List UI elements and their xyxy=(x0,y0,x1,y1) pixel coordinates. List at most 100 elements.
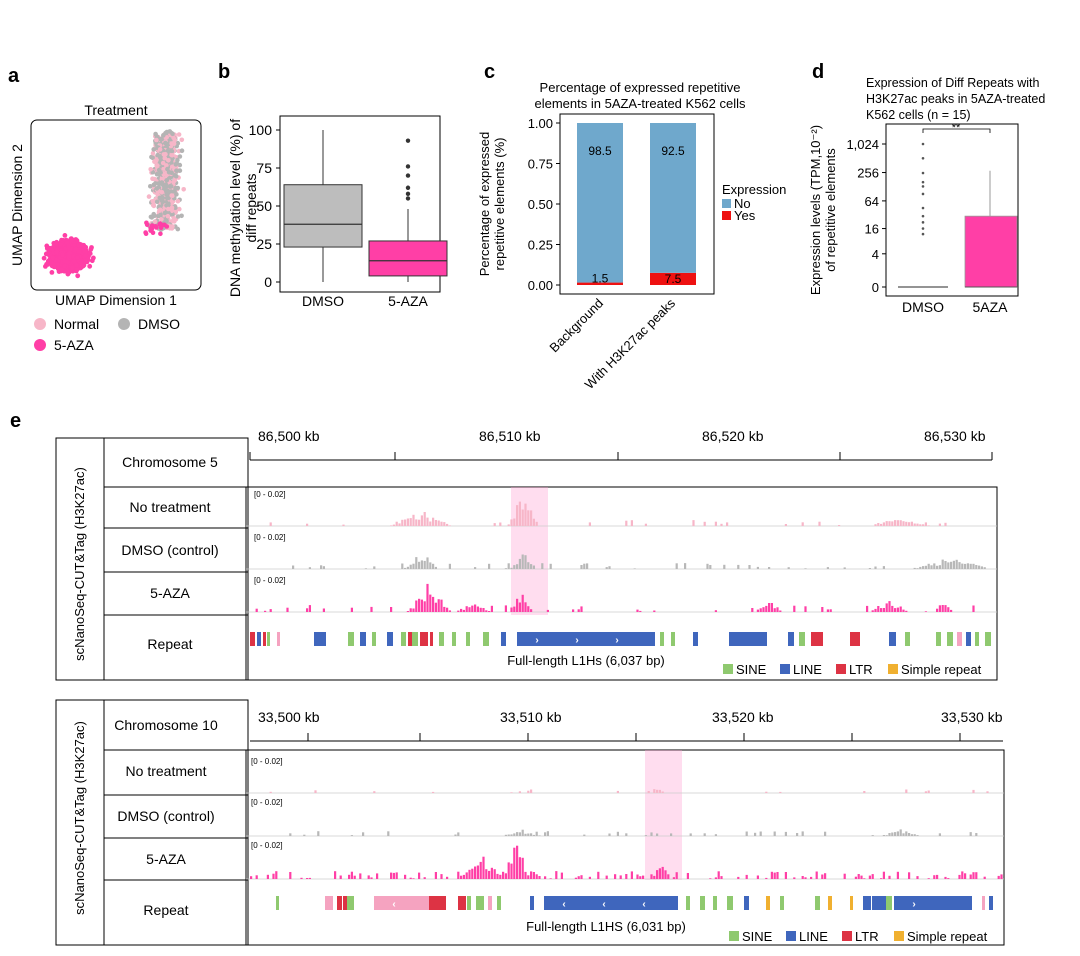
track2-repeat-sine xyxy=(467,896,471,910)
umap-point-normal xyxy=(164,135,169,140)
track2-signal-bar xyxy=(776,872,779,879)
track2-signal-bar xyxy=(899,829,902,836)
umap-point-dmso xyxy=(179,213,184,219)
track2-signal-bar xyxy=(815,871,818,879)
track1-signal-bar xyxy=(905,610,908,612)
panel-d-ytick-label: 4 xyxy=(872,247,879,262)
track2-signal-bar xyxy=(502,871,505,879)
umap-point-normal xyxy=(177,206,182,212)
track1-repeat-sine xyxy=(985,632,991,646)
track1-signal-bar xyxy=(902,609,905,612)
track1-signal-bar xyxy=(373,566,376,569)
track1-signal-bar xyxy=(524,503,527,526)
umap-point-5aza xyxy=(158,225,164,231)
umap-point-5aza xyxy=(69,265,75,271)
track2-signal-bar xyxy=(933,875,936,879)
track1-signal-bar xyxy=(510,567,513,569)
track2-repeat-sine xyxy=(276,896,279,910)
track1-signal-bar xyxy=(448,563,451,569)
track1-signal-bar xyxy=(950,561,953,569)
track2-signal-bar xyxy=(580,875,583,879)
track2-signal-bar xyxy=(969,874,972,879)
track2-repeat-sine xyxy=(497,896,501,910)
track1-legend-line-swatch xyxy=(780,664,790,674)
umap-point-normal xyxy=(159,190,165,195)
track2-signal-bar xyxy=(367,875,370,879)
track1-repeat-sine xyxy=(452,632,456,646)
track2-data-frame xyxy=(245,749,1005,946)
track2-signal-bar xyxy=(969,832,972,836)
track2-signal-bar xyxy=(902,833,905,836)
track2-signal-bar xyxy=(583,834,586,836)
track2-row-no-treatment: No treatment xyxy=(126,763,207,779)
umap-point-dmso xyxy=(168,184,174,189)
track1-signal-bar xyxy=(924,522,927,526)
track2-signal-bar xyxy=(863,878,866,879)
umap-point-5aza xyxy=(66,243,71,249)
track1-repeat-ltr xyxy=(430,632,433,646)
track2-signal-bar xyxy=(510,792,513,793)
track1-signal-bar xyxy=(474,604,477,612)
track1-signal-bar xyxy=(429,594,432,612)
track1-signal-bar xyxy=(577,609,580,612)
track1-signal-bar xyxy=(706,563,709,569)
panel-label-e: e xyxy=(10,410,21,432)
panel-c-legend-title: Expression xyxy=(722,182,786,197)
track2-repeat-strand-arrow: ‹ xyxy=(602,899,605,910)
track1-signal-bar xyxy=(488,563,491,569)
track1-signal-bar xyxy=(510,607,513,612)
track2-signal-bar xyxy=(513,833,516,836)
umap-title: Treatment xyxy=(84,102,147,118)
track2-signal-bar xyxy=(289,833,292,836)
track1-signal-bar xyxy=(905,521,908,526)
track2-signal-bar xyxy=(272,873,275,879)
track2-signal-bar xyxy=(714,834,717,836)
track1-signal-bar xyxy=(684,563,687,569)
track1-signal-bar xyxy=(768,567,771,569)
track1-signal-bar xyxy=(504,568,507,569)
track2-element-label: Full-length L1HS (6,031 bp) xyxy=(526,919,686,934)
track2-row-repeat: Repeat xyxy=(143,902,188,918)
track1-signal-bar xyxy=(437,599,440,612)
track1-signal-bar xyxy=(420,515,423,526)
track1-signal-bar xyxy=(938,523,941,526)
panel-d-ylabel-line2: of repetitive elements xyxy=(823,148,838,272)
track2-repeat-ltr xyxy=(337,896,342,910)
track1-signal-bar xyxy=(980,566,983,569)
track1-signal-bar xyxy=(899,606,902,612)
track2-signal-bar xyxy=(656,789,659,793)
track1-tick-2: 86,510 kb xyxy=(479,428,541,444)
track2-signal-bar xyxy=(703,833,706,836)
track2-signal-bar xyxy=(339,875,342,879)
track1-signal-bar xyxy=(513,606,516,612)
track2-signal-bar xyxy=(608,833,611,836)
track1-signal-bar xyxy=(440,599,443,612)
track1-signal-bar xyxy=(269,609,272,612)
track1-signal-bar xyxy=(888,601,891,612)
track1-signal-bar xyxy=(448,610,451,612)
track1-signal-bar xyxy=(756,566,759,569)
track2-chromosome-label: Chromosome 10 xyxy=(114,717,218,733)
track1-element-label: Full-length L1Hs (6,037 bp) xyxy=(507,653,665,668)
track2-repeat-pink xyxy=(488,896,492,910)
umap-ylabel: UMAP Dimension 2 xyxy=(9,144,25,266)
track1-signal-bar xyxy=(874,524,877,526)
track1-signal-bar xyxy=(580,606,583,612)
track1-signal-bar xyxy=(709,565,712,569)
track2-signal-bar xyxy=(535,874,538,879)
track2-signal-bar xyxy=(518,857,521,879)
track1-signal-bar xyxy=(608,566,611,569)
umap-point-normal xyxy=(164,163,169,168)
track2-signal-bar xyxy=(465,872,468,879)
umap-point-normal xyxy=(179,137,185,143)
track2-signal-bar xyxy=(871,835,874,836)
track1-signal-bar xyxy=(768,603,771,612)
track2-tick-2: 33,510 kb xyxy=(500,709,562,725)
track2-signal-bar xyxy=(527,833,530,836)
box-outlier xyxy=(405,196,411,201)
track1-signal-bar xyxy=(518,558,521,569)
umap-point-normal xyxy=(150,202,156,208)
track1-signal-bar xyxy=(292,565,295,569)
track1-signal-bar xyxy=(516,598,519,612)
track2-signal-bar xyxy=(370,877,373,879)
